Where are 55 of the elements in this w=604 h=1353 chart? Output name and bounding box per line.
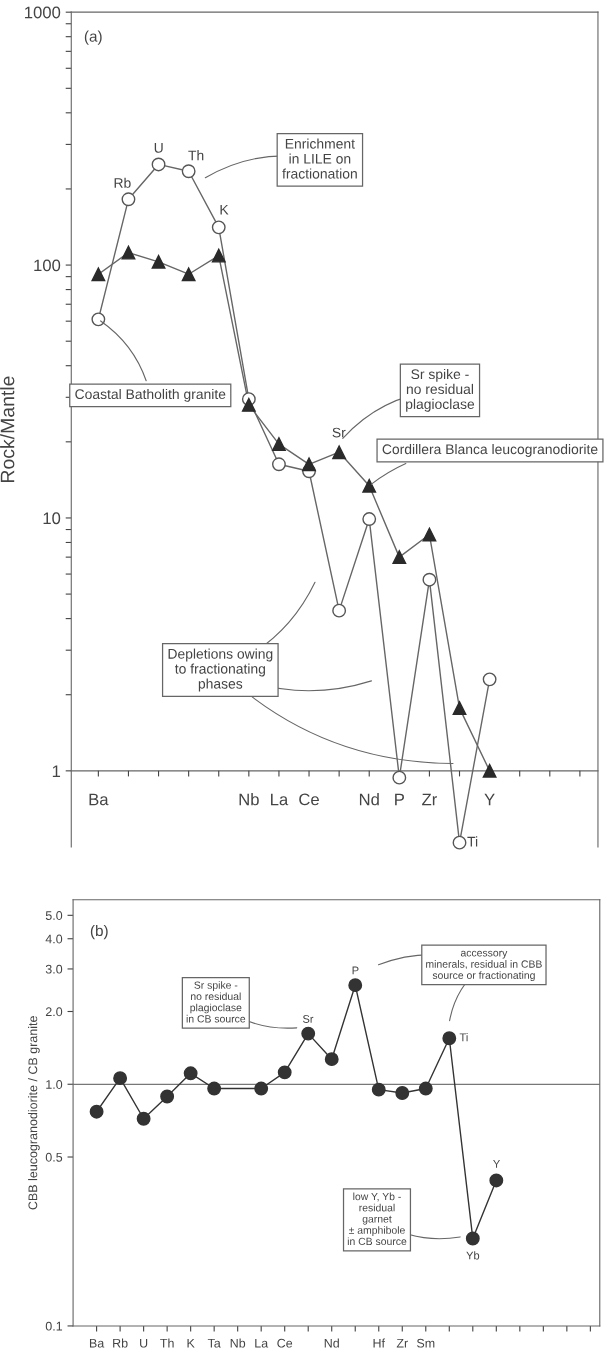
y-tick-label: 3.0	[45, 964, 63, 974]
annotation: P	[352, 966, 359, 975]
x-tick-label: Rb	[113, 1338, 128, 1348]
x-tick-label: La	[271, 793, 289, 806]
annotation: Y	[493, 1160, 500, 1168]
y-tick-label: 1000	[25, 6, 61, 19]
annotation: Ti	[459, 1033, 468, 1042]
x-tick-label: Zr	[422, 793, 438, 806]
annotation: Enrichment in LILE on fractionation	[282, 138, 357, 179]
x-tick-label: Sm	[416, 1338, 435, 1348]
x-tick-label: Ce	[277, 1338, 293, 1348]
x-tick-label: Nd	[359, 793, 379, 806]
y-tick-label: 2.0	[45, 1007, 63, 1017]
x-tick-label: Nb	[230, 1338, 246, 1348]
series-label: Coastal Batholith granite	[75, 388, 226, 402]
annotation: U	[154, 143, 163, 153]
y-tick-label: 100	[34, 259, 61, 272]
x-tick-label: La	[255, 1338, 269, 1348]
x-tick-label: K	[187, 1338, 195, 1348]
x-tick-label: P	[395, 793, 404, 806]
annotation: low Y, Yb - residual garnet ± amphibole in CB source	[347, 1192, 407, 1246]
y-axis-title: CBB leucogranodiorite / CB granite	[28, 1016, 40, 1210]
series-label: Cordillera Blanca leucogranodiorite	[382, 443, 598, 457]
annotation: Sr	[332, 427, 346, 438]
annotation: Sr spike - no residual plagioclase in CB source	[186, 981, 246, 1023]
annotation: (a)	[84, 30, 102, 45]
annotation: Sr	[302, 1015, 314, 1023]
annotation: accessory minerals, residual in CBB source or fractionating	[426, 950, 542, 982]
x-tick-label: Nd	[324, 1338, 339, 1348]
x-tick-label: Y	[484, 793, 495, 806]
y-tick-label: 0.1	[45, 1321, 63, 1331]
annotation: Th	[188, 150, 204, 161]
y-tick-label: 5.0	[45, 911, 63, 920]
x-tick-label: Ba	[89, 1338, 105, 1348]
x-tick-label: Ba	[89, 793, 109, 806]
y-axis-title: Rock/Mantle	[0, 376, 15, 483]
y-tick-label: 1.0	[46, 1080, 63, 1089]
annotation: Ti	[467, 836, 478, 847]
x-tick-label: Ta	[207, 1338, 221, 1348]
x-tick-label: Zr	[396, 1338, 408, 1348]
y-tick-label: 10	[43, 512, 61, 525]
y-tick-label: 1	[52, 765, 61, 777]
x-tick-label: U	[140, 1338, 148, 1348]
annotation: Depletions owing to fractionating phases	[168, 648, 273, 692]
annotation: Sr spike - no residual plagioclase	[406, 368, 475, 412]
y-tick-label: 0.5	[45, 1152, 63, 1162]
x-tick-label: Hf	[373, 1338, 386, 1348]
annotation: Yb	[466, 1251, 480, 1260]
annotation: (b)	[90, 924, 108, 940]
x-tick-label: Nb	[239, 793, 259, 806]
annotation: Rb	[114, 177, 131, 188]
annotation: K	[220, 204, 229, 215]
y-tick-label: 4.0	[45, 934, 63, 944]
x-tick-label: Th	[160, 1338, 174, 1348]
x-tick-label: Ce	[299, 793, 319, 806]
